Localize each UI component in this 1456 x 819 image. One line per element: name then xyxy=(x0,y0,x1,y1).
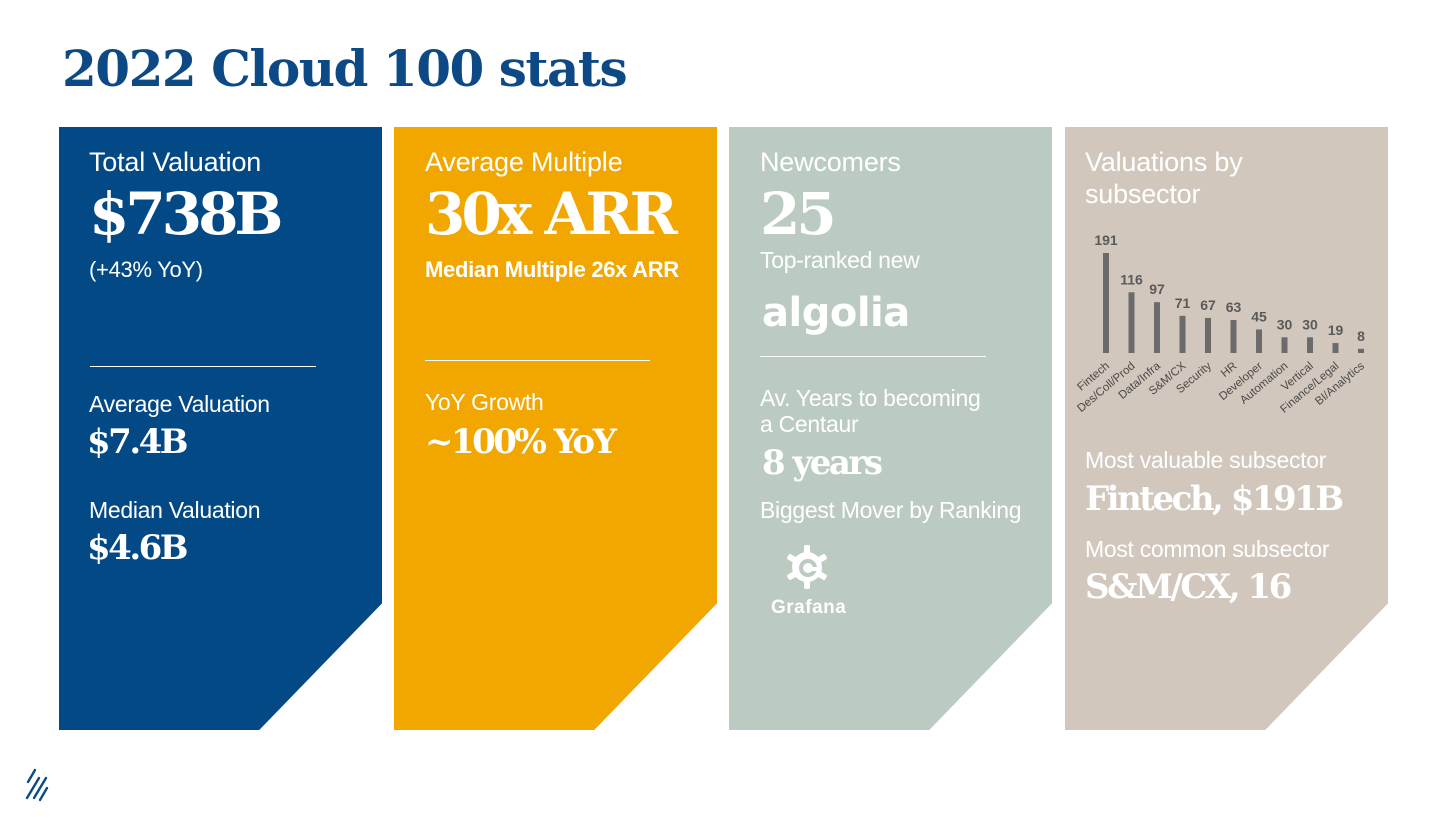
divider xyxy=(760,356,986,357)
chart-bar xyxy=(1103,253,1109,353)
chart-value-label: 8 xyxy=(1357,328,1365,344)
average-multiple-card: Average Multiple 30x ARR Median Multiple… xyxy=(394,127,717,730)
chart-bar xyxy=(1205,317,1211,353)
chart-value-label: 71 xyxy=(1175,295,1191,311)
yoy-growth-value: ~100% YoY xyxy=(425,422,617,462)
most-common-label: Most common subsector xyxy=(1085,536,1330,562)
subsector-valuations-card: Valuations by subsector 191 Fintech 116 Des… xyxy=(1065,127,1388,730)
centaur-years-value: 8 years xyxy=(762,443,883,483)
total-valuation-label: Total Valuation xyxy=(89,147,262,177)
median-valuation-value: $4.6B xyxy=(87,528,189,568)
median-multiple-note: Median Multiple 26x ARR xyxy=(425,257,679,282)
yoy-growth-label: YoY Growth xyxy=(425,389,544,415)
chart-value-label: 63 xyxy=(1226,299,1242,315)
total-valuation-value: $738B xyxy=(89,180,283,248)
total-valuation-yoy: (+43% YoY) xyxy=(89,257,203,282)
total-valuation-card: Total Valuation $738B (+43% YoY) Average… xyxy=(59,127,382,730)
page-title: 2022 Cloud 100 stats xyxy=(62,39,628,98)
subsector-title-line1: Valuations by xyxy=(1085,147,1243,177)
chart-bar xyxy=(1154,302,1160,353)
most-valuable-value: Fintech, $191B xyxy=(1085,479,1344,519)
divider xyxy=(425,360,650,361)
average-multiple-value: 30x ARR xyxy=(425,180,678,248)
newcomers-label: Newcomers xyxy=(760,147,901,177)
chart-value-label: 116 xyxy=(1120,271,1143,287)
chart-value-label: 30 xyxy=(1302,316,1318,332)
biggest-mover-label: Biggest Mover by Ranking xyxy=(760,497,1022,523)
median-valuation-label: Median Valuation xyxy=(89,497,261,523)
chart-value-label: 97 xyxy=(1149,281,1165,297)
algolia-logo: algolia xyxy=(762,290,910,336)
average-multiple-label: Average Multiple xyxy=(425,147,623,177)
newcomers-value: 25 xyxy=(760,180,837,248)
chart-bar xyxy=(1128,292,1135,353)
average-valuation-value: $7.4B xyxy=(87,422,189,462)
chart-bar xyxy=(1332,343,1339,353)
average-valuation-label: Average Valuation xyxy=(89,391,270,417)
divider xyxy=(90,366,316,367)
most-valuable-label: Most valuable subsector xyxy=(1085,447,1327,473)
chart-value-label: 19 xyxy=(1328,322,1344,338)
chart-bar xyxy=(1230,320,1237,353)
centaur-years-label-line1: Av. Years to becoming xyxy=(760,385,981,411)
centaur-years-label-line2: a Centaur xyxy=(760,411,859,437)
chart-bar xyxy=(1358,348,1364,353)
top-ranked-label: Top-ranked new xyxy=(760,247,920,273)
newcomers-card: Newcomers 25 Top-ranked new algolia Av. … xyxy=(729,127,1052,730)
chart-bar xyxy=(1256,329,1262,353)
brand-slash-mark-icon xyxy=(25,768,49,802)
chart-bar xyxy=(1307,337,1313,353)
most-common-value: S&M/CX, 16 xyxy=(1085,567,1292,607)
chart-bar xyxy=(1281,337,1288,353)
chart-value-label: 67 xyxy=(1200,297,1216,313)
chart-value-label: 30 xyxy=(1277,316,1293,332)
grafana-logo-text: Grafana xyxy=(771,597,847,618)
chart-value-label: 45 xyxy=(1251,308,1267,324)
subsector-title-line2: subsector xyxy=(1085,179,1201,209)
chart-value-label: 191 xyxy=(1094,232,1118,248)
subsector-valuations-chart: 191Fintech116Des/Coll/Prod97Data/Infra71… xyxy=(1075,232,1367,416)
chart-bar xyxy=(1179,315,1186,353)
grafana-logo-icon xyxy=(787,545,827,589)
